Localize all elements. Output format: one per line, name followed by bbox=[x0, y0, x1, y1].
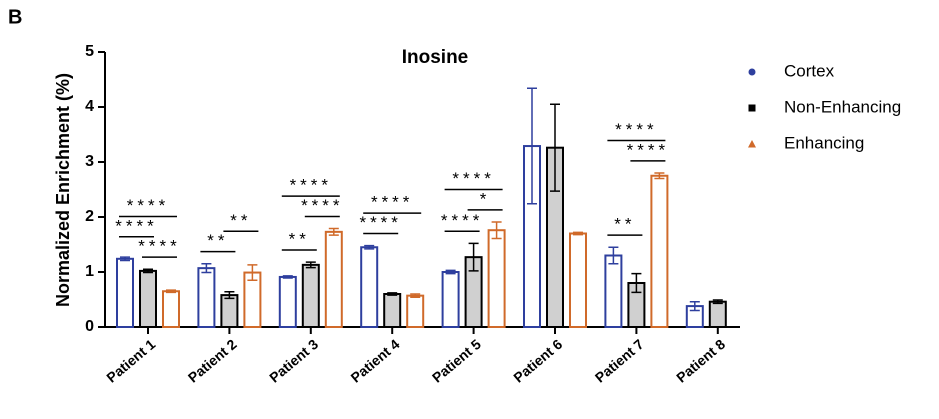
bar bbox=[278, 275, 297, 329]
y-tick-label: 5 bbox=[85, 43, 94, 60]
significance-label: **** bbox=[627, 140, 669, 159]
significance-label: ** bbox=[614, 215, 635, 234]
legend-label: Non-Enhancing bbox=[784, 97, 901, 116]
x-tick-label: Patient 1 bbox=[103, 336, 158, 386]
error-bar bbox=[247, 264, 258, 281]
bar bbox=[116, 257, 134, 328]
significance-label: ** bbox=[289, 229, 310, 248]
bar bbox=[197, 267, 216, 328]
error-bar bbox=[445, 269, 456, 275]
x-tick-label: Patient 6 bbox=[510, 336, 565, 386]
bar bbox=[324, 230, 343, 329]
x-tick-label: Patient 7 bbox=[592, 336, 647, 386]
error-bar bbox=[305, 261, 316, 269]
legend-marker bbox=[748, 140, 756, 148]
bar bbox=[441, 271, 460, 328]
legend-label: Cortex bbox=[784, 61, 835, 80]
x-tick-label: Patient 3 bbox=[266, 336, 321, 386]
error-bar bbox=[654, 172, 665, 180]
legend-label: Enhancing bbox=[784, 133, 864, 152]
y-tick-label: 0 bbox=[85, 318, 94, 335]
significance-label: ** bbox=[207, 231, 228, 250]
error-bar bbox=[527, 87, 537, 205]
bar bbox=[708, 300, 727, 329]
significance-label: **** bbox=[441, 211, 483, 230]
error-bar bbox=[573, 231, 583, 236]
error-bar bbox=[468, 242, 479, 272]
y-tick-label: 3 bbox=[85, 153, 94, 170]
bar bbox=[162, 290, 180, 328]
error-bar bbox=[550, 103, 560, 192]
chart-title: Inosine bbox=[402, 47, 469, 68]
bar bbox=[220, 294, 239, 329]
error-bar bbox=[143, 268, 153, 274]
y-axis-label: Normalized Enrichment (%) bbox=[53, 73, 73, 307]
error-bar bbox=[166, 289, 176, 294]
significance-label: **** bbox=[138, 237, 180, 256]
error-bar bbox=[201, 263, 212, 274]
y-tick-label: 2 bbox=[85, 208, 94, 225]
significance-label: **** bbox=[127, 196, 169, 215]
bar bbox=[301, 263, 320, 329]
legend-marker bbox=[748, 68, 756, 76]
error-bar bbox=[491, 221, 502, 240]
significance-label: **** bbox=[452, 169, 494, 188]
error-bar bbox=[631, 272, 642, 294]
bar bbox=[360, 246, 379, 328]
significance-label: **** bbox=[359, 213, 401, 232]
bar bbox=[650, 174, 669, 328]
error-bar bbox=[120, 256, 130, 262]
error-bar bbox=[224, 291, 235, 300]
bar bbox=[139, 269, 157, 328]
error-bar bbox=[364, 244, 375, 250]
bar bbox=[383, 293, 402, 328]
y-tick-label: 1 bbox=[85, 263, 94, 280]
error-bar bbox=[712, 299, 723, 305]
bar bbox=[569, 232, 587, 328]
error-bar bbox=[328, 227, 339, 236]
significance-label: **** bbox=[290, 176, 332, 195]
y-tick-label: 4 bbox=[85, 98, 94, 115]
significance-label: ** bbox=[230, 211, 251, 230]
error-bar bbox=[689, 300, 700, 312]
error-bar bbox=[387, 292, 398, 296]
panel-label: B bbox=[8, 6, 22, 28]
x-tick-label: Patient 8 bbox=[673, 336, 728, 386]
bar bbox=[406, 294, 425, 328]
significance-label: * bbox=[480, 189, 491, 208]
significance-label: **** bbox=[615, 120, 657, 139]
x-tick-label: Patient 2 bbox=[185, 336, 240, 386]
error-bar bbox=[410, 293, 421, 299]
bar bbox=[604, 254, 623, 328]
significance-label: **** bbox=[301, 196, 343, 215]
legend-marker bbox=[748, 104, 756, 112]
significance-label: **** bbox=[115, 216, 157, 235]
error-bar bbox=[282, 275, 293, 279]
bar bbox=[487, 229, 506, 328]
x-tick-label: Patient 4 bbox=[348, 336, 403, 386]
significance-label: **** bbox=[371, 193, 413, 212]
x-tick-label: Patient 5 bbox=[429, 336, 484, 386]
error-bar bbox=[608, 246, 619, 265]
